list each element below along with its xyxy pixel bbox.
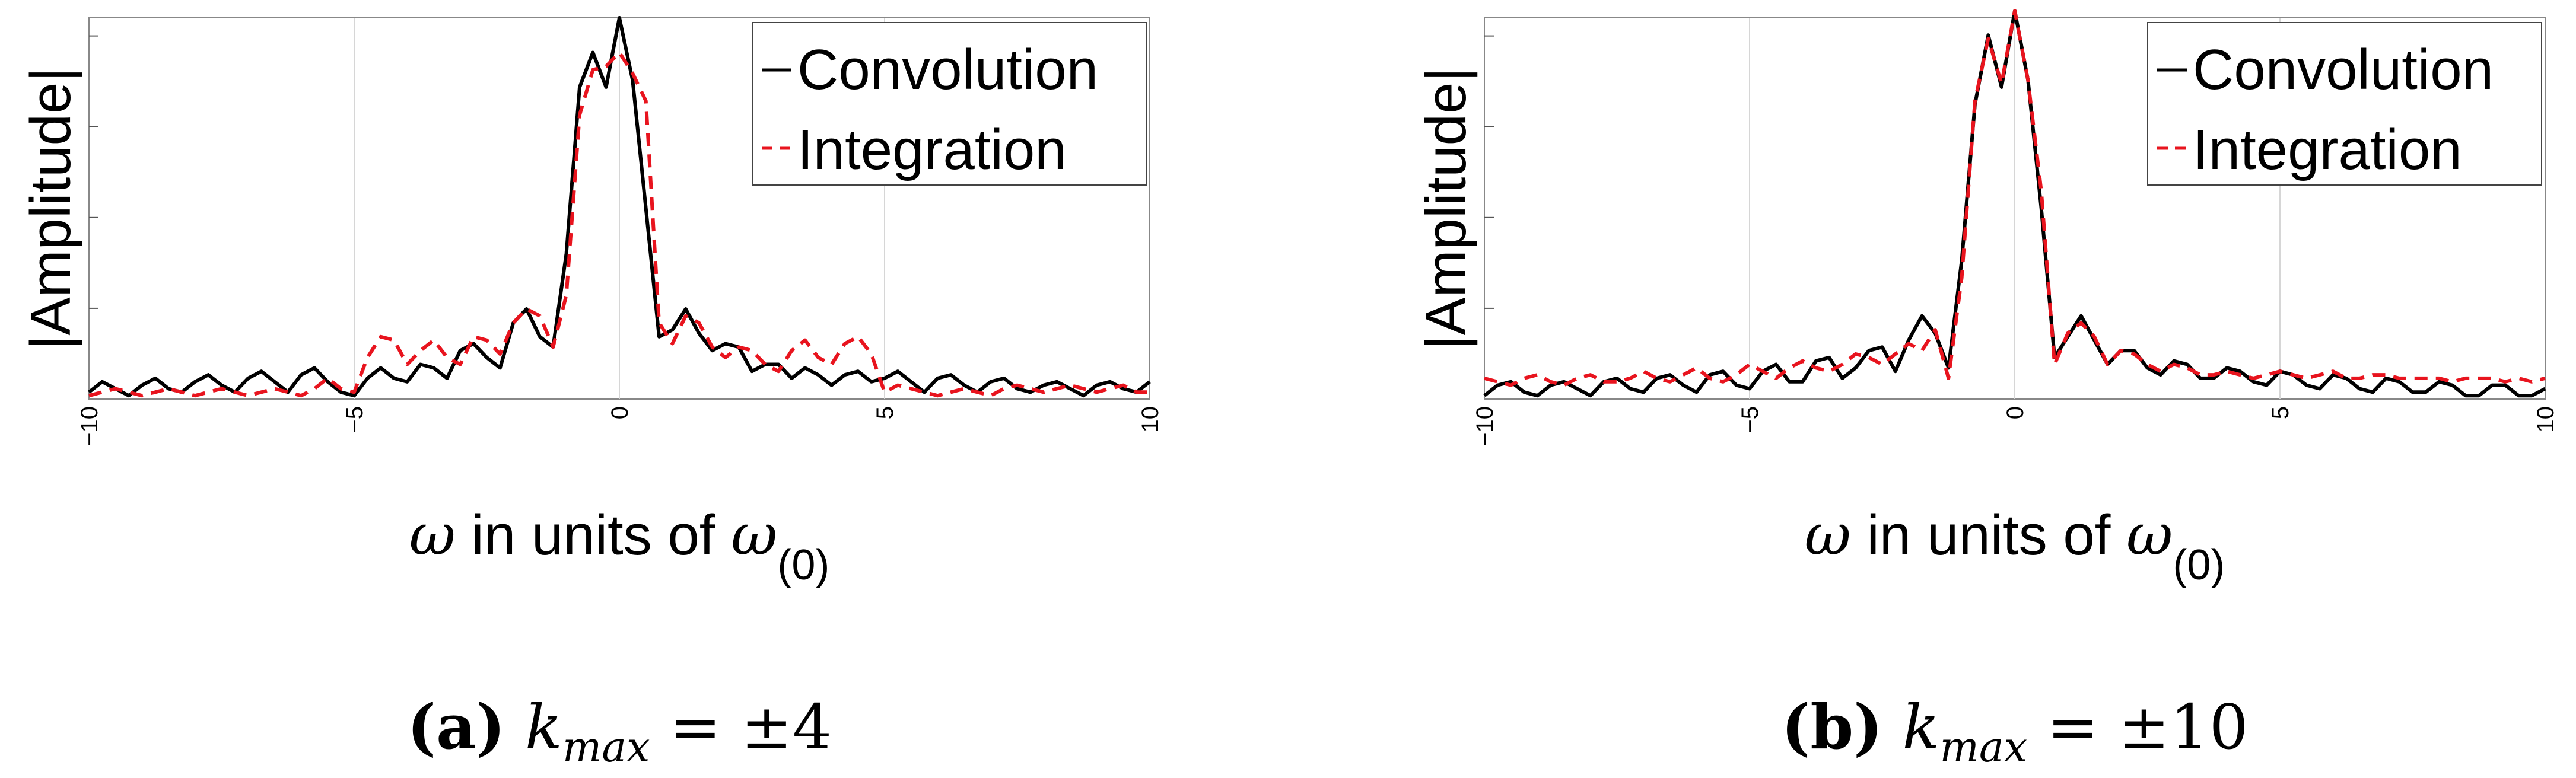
legend: Convolution Integration — [752, 22, 1147, 186]
caption-a-var: k — [525, 691, 562, 763]
caption-b: (b) kmax = ±10 — [1781, 690, 2249, 771]
x-tick-label: 5 — [872, 406, 898, 419]
caption-b-space — [1882, 691, 1902, 763]
panel-b: −10 −5 0 5 10 |Amplitude| ω in units of ω(0)… — [1414, 9, 2559, 771]
series-layer — [1483, 9, 2546, 398]
caption-a-label: (a) — [407, 690, 505, 763]
y-axis-label: |Amplitude| — [19, 68, 82, 350]
x-tick-label: 10 — [2533, 406, 2559, 433]
x-tick-label: −5 — [342, 406, 368, 433]
x-axis-label-symbol: ω — [1805, 502, 1851, 568]
axis-ticks: −10 −5 0 5 10 — [1472, 35, 2559, 447]
legend-box — [752, 22, 1147, 186]
x-axis-label-text: in units of — [1851, 503, 2126, 567]
caption-b-label: (b) — [1781, 690, 1882, 763]
x-tick-label: −10 — [77, 406, 103, 447]
x-axis-label-symbol: ω — [409, 502, 456, 568]
caption-a-space — [505, 691, 525, 763]
legend-label-integration: Integration — [2193, 118, 2462, 181]
x-axis-label-subscript: (0) — [777, 541, 829, 589]
series-line-integration — [88, 50, 1150, 398]
caption-b-var: k — [1902, 691, 1939, 763]
x-axis-label-text: in units of — [456, 503, 731, 567]
y-axis-label: |Amplitude| — [1414, 68, 1478, 350]
caption-a-rest: = ±4 — [650, 691, 832, 763]
x-tick-label: 0 — [2002, 406, 2028, 419]
axis-ticks: −10 −5 0 5 10 — [77, 35, 1163, 447]
caption-b-rest: = ±10 — [2027, 691, 2249, 763]
x-axis-label-symbol-2: ω — [2126, 502, 2173, 568]
legend-label-convolution: Convolution — [2193, 38, 2494, 101]
x-tick-label: 10 — [1137, 406, 1163, 433]
legend: Convolution Integration — [2147, 22, 2542, 186]
legend-label-integration: Integration — [797, 118, 1067, 181]
caption-b-sub: max — [1939, 723, 2027, 771]
x-tick-label: −10 — [1472, 406, 1498, 447]
panel-a: −10 −5 0 5 10 |Amplitude| ω in units of ω(0)… — [19, 16, 1163, 771]
x-tick-label: 0 — [607, 406, 633, 419]
series-line-integration — [1484, 9, 2546, 387]
x-axis-label-subscript: (0) — [2173, 541, 2225, 589]
x-axis-label: ω in units of ω(0) — [409, 502, 830, 589]
x-axis-label-symbol-2: ω — [731, 502, 777, 568]
caption-a-sub: max — [562, 723, 650, 771]
x-tick-label: 5 — [2267, 406, 2294, 419]
legend-box — [2147, 22, 2542, 186]
x-tick-label: −5 — [1737, 406, 1763, 433]
x-axis-label: ω in units of ω(0) — [1805, 502, 2225, 589]
caption-a: (a) kmax = ±4 — [407, 690, 832, 771]
series-layer — [88, 16, 1151, 398]
legend-label-convolution: Convolution — [797, 38, 1098, 101]
